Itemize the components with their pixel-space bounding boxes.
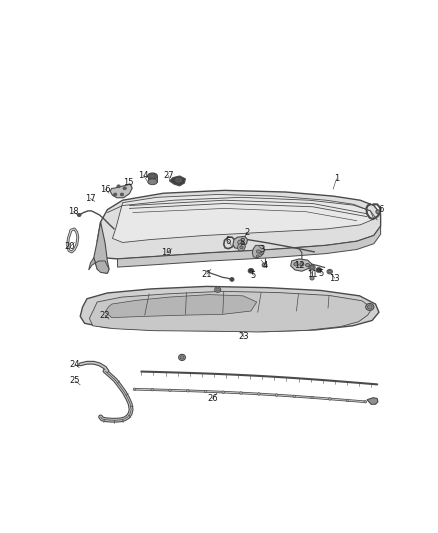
Ellipse shape	[120, 193, 124, 196]
Ellipse shape	[204, 390, 207, 393]
Ellipse shape	[327, 269, 332, 274]
Text: 26: 26	[207, 394, 218, 403]
Text: 8: 8	[240, 238, 245, 247]
Text: 24: 24	[70, 360, 80, 369]
Ellipse shape	[311, 397, 314, 399]
Ellipse shape	[294, 263, 298, 266]
Ellipse shape	[258, 393, 260, 395]
Polygon shape	[80, 286, 379, 332]
Polygon shape	[94, 222, 109, 273]
Ellipse shape	[366, 303, 374, 310]
Ellipse shape	[216, 288, 219, 291]
Ellipse shape	[346, 399, 349, 401]
Ellipse shape	[124, 188, 126, 189]
Text: 27: 27	[163, 171, 174, 180]
Polygon shape	[113, 195, 374, 243]
Ellipse shape	[121, 193, 123, 195]
Text: 16: 16	[100, 184, 110, 193]
Text: 15: 15	[124, 179, 134, 188]
Polygon shape	[89, 292, 372, 332]
Ellipse shape	[240, 392, 242, 394]
Polygon shape	[110, 184, 132, 198]
Text: 18: 18	[68, 207, 79, 216]
Text: 6: 6	[378, 205, 383, 214]
Ellipse shape	[222, 391, 225, 393]
Ellipse shape	[176, 178, 182, 182]
Ellipse shape	[367, 305, 372, 309]
Text: 22: 22	[100, 311, 110, 320]
Text: 17: 17	[85, 194, 96, 203]
Ellipse shape	[262, 263, 267, 267]
Ellipse shape	[123, 187, 127, 190]
Ellipse shape	[240, 246, 243, 249]
Ellipse shape	[364, 401, 367, 403]
Text: 3: 3	[259, 245, 265, 254]
Polygon shape	[88, 257, 109, 273]
Ellipse shape	[293, 395, 296, 398]
Ellipse shape	[260, 252, 262, 255]
Text: 14: 14	[138, 171, 149, 180]
Text: 19: 19	[162, 248, 172, 257]
Text: 2: 2	[244, 228, 249, 237]
Text: 13: 13	[329, 273, 340, 282]
Ellipse shape	[309, 265, 315, 270]
Polygon shape	[252, 245, 265, 257]
Polygon shape	[367, 398, 378, 404]
Ellipse shape	[148, 179, 157, 184]
Ellipse shape	[306, 263, 310, 266]
Text: 20: 20	[65, 242, 75, 251]
Ellipse shape	[230, 278, 234, 281]
Ellipse shape	[248, 269, 254, 273]
Ellipse shape	[328, 270, 331, 273]
Ellipse shape	[256, 250, 261, 253]
Ellipse shape	[300, 263, 304, 266]
Polygon shape	[148, 176, 157, 182]
Polygon shape	[291, 259, 312, 271]
Polygon shape	[105, 295, 257, 318]
Ellipse shape	[133, 388, 136, 391]
Ellipse shape	[328, 398, 331, 400]
Text: 12: 12	[294, 261, 304, 270]
Polygon shape	[117, 226, 381, 267]
Ellipse shape	[376, 210, 380, 214]
Text: 11: 11	[307, 270, 318, 279]
Ellipse shape	[256, 255, 259, 257]
Ellipse shape	[149, 174, 156, 178]
Text: 4: 4	[263, 261, 268, 270]
Ellipse shape	[148, 173, 157, 179]
Ellipse shape	[117, 185, 120, 188]
Ellipse shape	[180, 356, 184, 359]
Ellipse shape	[187, 390, 189, 392]
Polygon shape	[97, 190, 381, 259]
Polygon shape	[237, 244, 246, 251]
Ellipse shape	[310, 276, 314, 280]
Ellipse shape	[316, 268, 321, 272]
Ellipse shape	[179, 354, 185, 360]
Ellipse shape	[78, 214, 81, 216]
Ellipse shape	[238, 240, 244, 245]
Polygon shape	[170, 176, 185, 186]
Ellipse shape	[215, 287, 221, 293]
Ellipse shape	[275, 394, 278, 396]
Text: 23: 23	[239, 333, 250, 341]
Ellipse shape	[113, 193, 117, 196]
Ellipse shape	[151, 389, 154, 391]
Text: 5: 5	[318, 269, 324, 278]
Text: 1: 1	[334, 174, 339, 183]
Ellipse shape	[118, 185, 120, 187]
Ellipse shape	[311, 266, 314, 269]
Text: 25: 25	[70, 376, 80, 385]
Polygon shape	[233, 236, 247, 248]
Text: 5: 5	[251, 271, 256, 280]
Text: 6: 6	[226, 237, 231, 246]
Ellipse shape	[169, 389, 171, 391]
Ellipse shape	[114, 193, 116, 195]
Text: 21: 21	[201, 270, 212, 279]
